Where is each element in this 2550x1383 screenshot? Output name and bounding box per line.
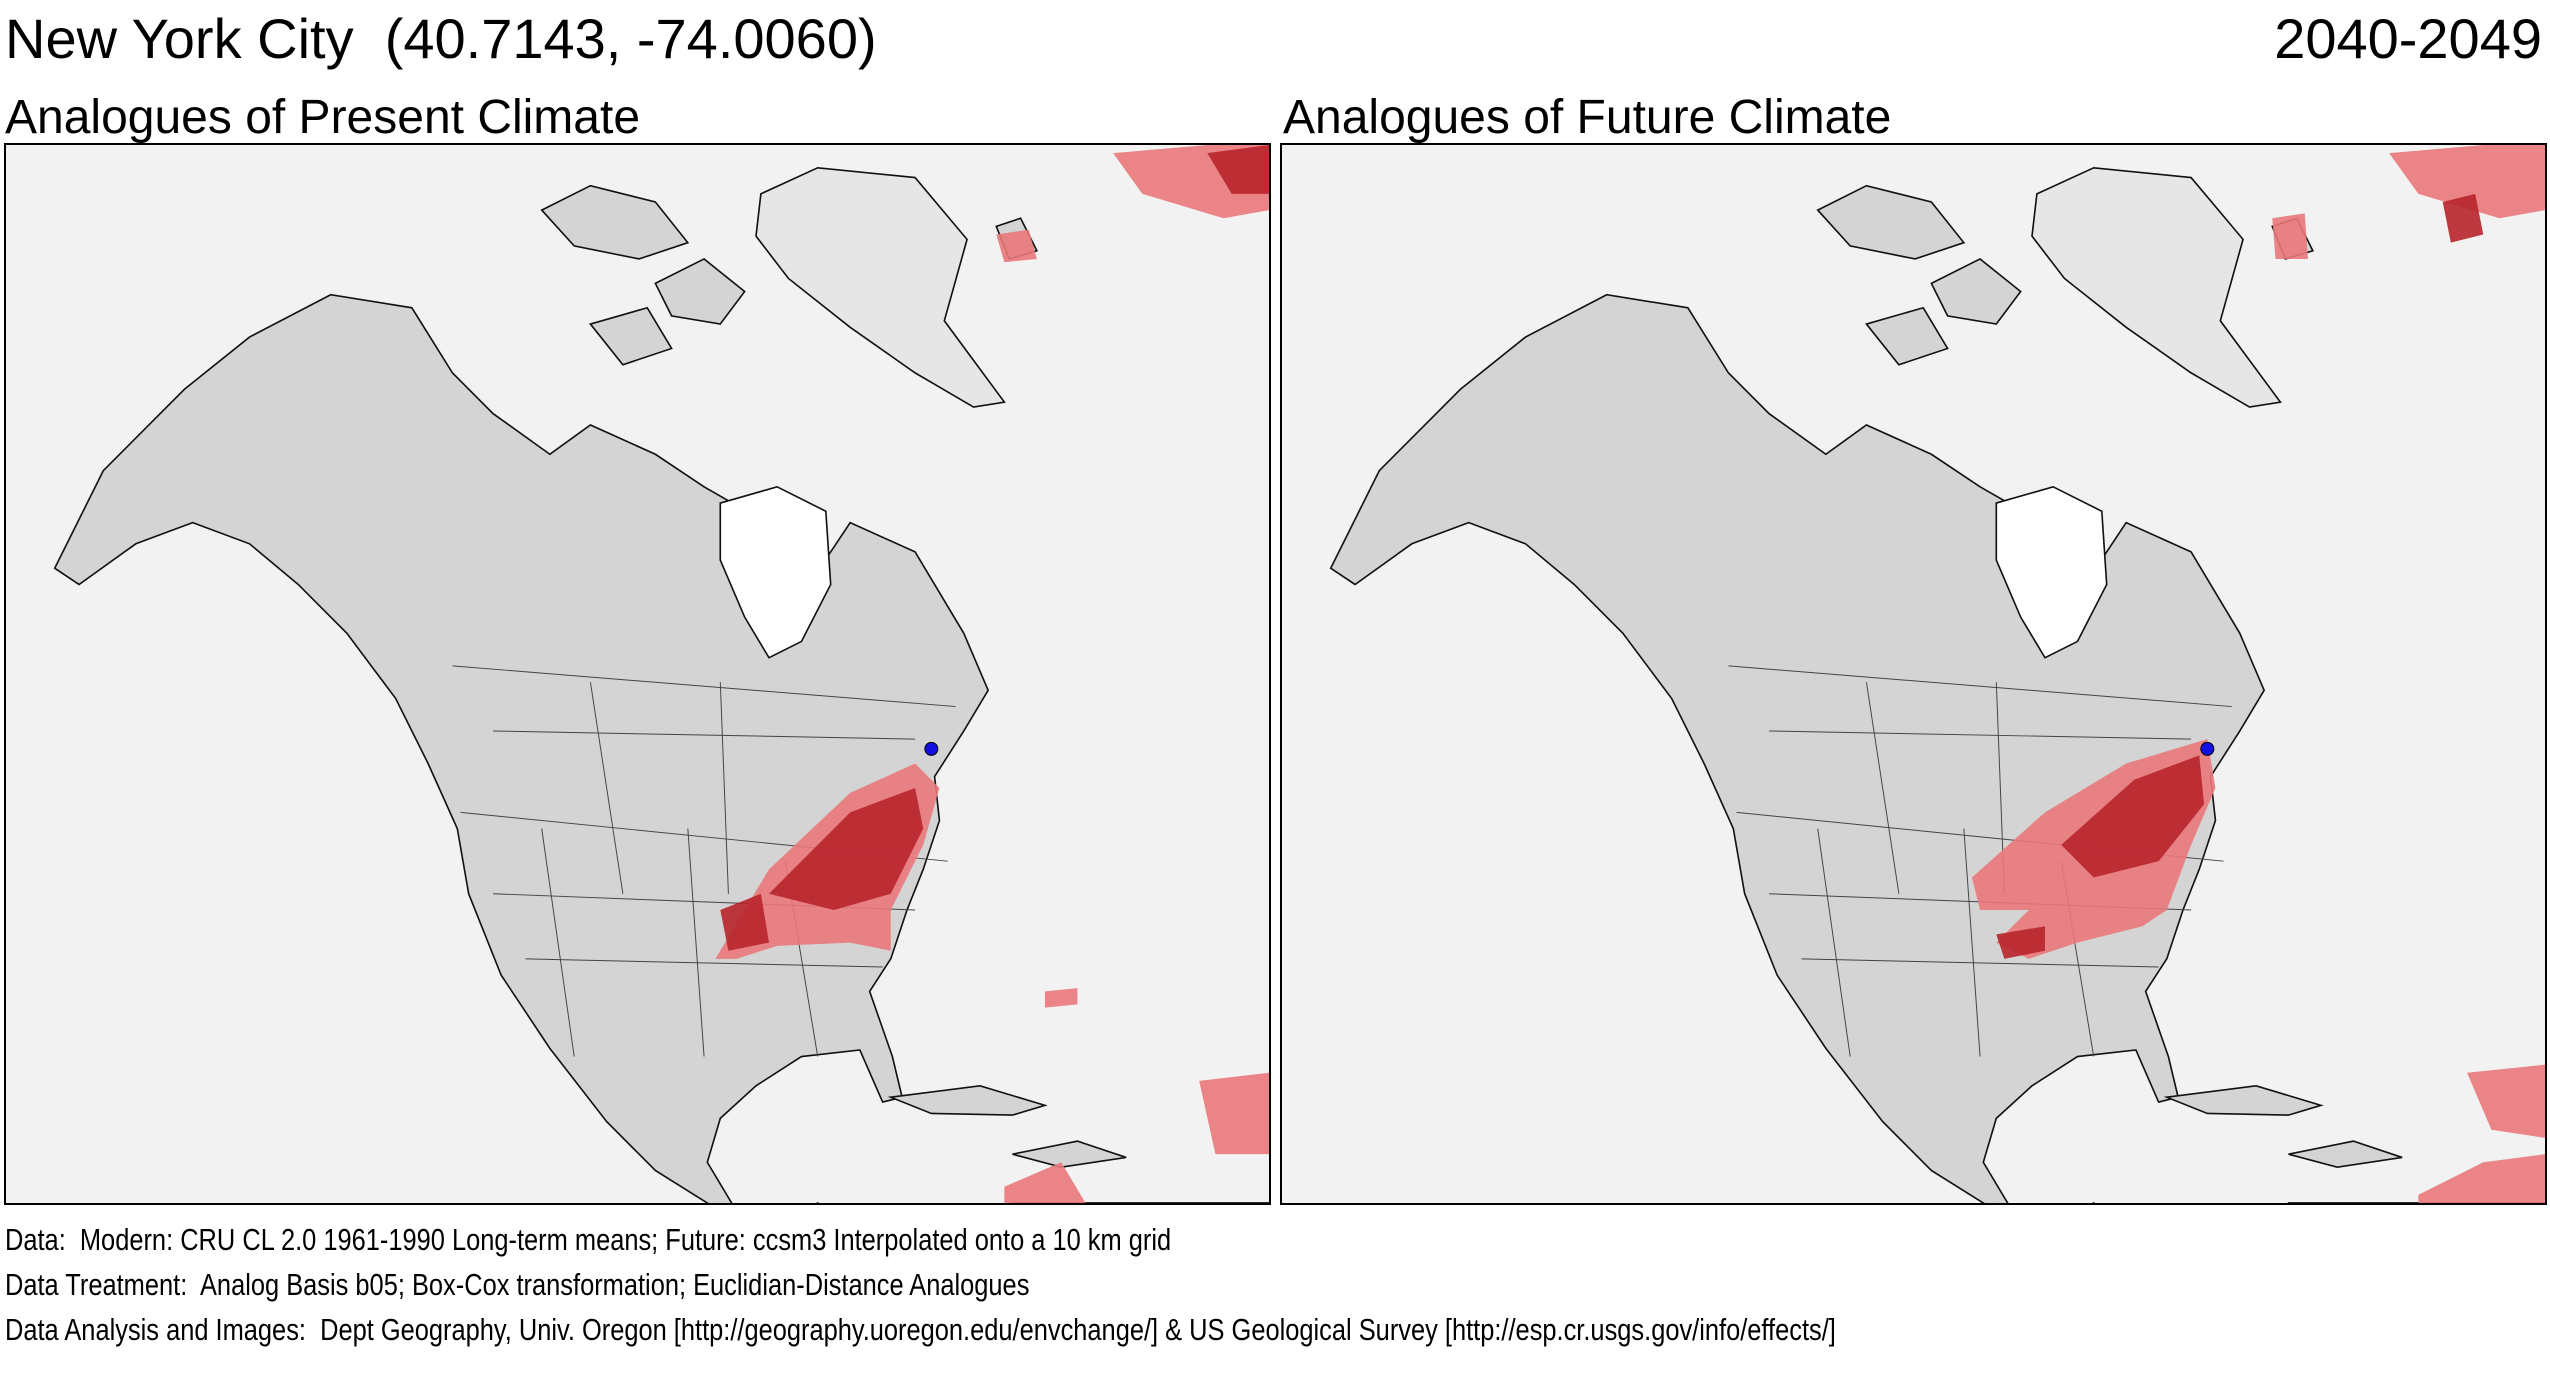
greenland-land — [2031, 166, 2282, 408]
political-border — [541, 828, 575, 1057]
greenland-land — [755, 166, 1006, 408]
analog-region-dark — [1207, 145, 1269, 194]
footer-data-source: Data: Modern: CRU CL 2.0 1961-1990 Long-… — [5, 1222, 1172, 1257]
political-border — [1817, 828, 1851, 1057]
island-land — [2163, 1084, 2324, 1116]
analog-region-dark — [720, 893, 769, 951]
analog-region-dark — [2442, 193, 2484, 243]
location-title: New York City (40.7143, -74.0060) — [5, 7, 877, 70]
location-marker — [924, 741, 939, 756]
island-land — [540, 184, 690, 260]
political-border — [589, 682, 624, 894]
future-panel-title: Analogues of Future Climate — [1283, 91, 1892, 144]
footer-data-treatment: Data Treatment: Analog Basis b05; Box-Co… — [5, 1267, 1030, 1302]
hudson-bay — [719, 485, 832, 659]
analog-region-light — [2418, 1154, 2545, 1203]
analog-region-dark — [2061, 755, 2205, 878]
analog-region-dark — [1996, 926, 2045, 959]
footer-data-analysis: Data Analysis and Images: Dept Geography… — [5, 1312, 1836, 1347]
political-border — [687, 828, 705, 1057]
future-climate-map — [1280, 143, 2547, 1205]
analog-region-light — [2272, 213, 2308, 259]
present-panel-title: Analogues of Present Climate — [5, 91, 641, 144]
hudson-bay — [1995, 485, 2108, 659]
analog-region-dark — [768, 787, 924, 911]
analog-region-light — [2467, 1064, 2545, 1138]
analog-region-light — [996, 229, 1037, 263]
island-land — [1012, 1140, 1127, 1169]
political-border — [452, 665, 956, 708]
island-land — [887, 1084, 1048, 1116]
future-map-svg — [1282, 145, 2545, 1203]
political-border — [1963, 828, 1981, 1057]
political-border — [1801, 958, 2159, 968]
island-land — [1865, 306, 1949, 366]
analog-region-light — [1044, 988, 1078, 1008]
analog-region-light — [1199, 1072, 1269, 1155]
analog-region-light — [1004, 1162, 1086, 1203]
political-border — [1769, 730, 2192, 740]
island-land — [654, 257, 746, 325]
island-land — [1930, 257, 2022, 325]
political-border — [1728, 665, 2232, 708]
analog-region-light — [2389, 145, 2545, 219]
island-land — [2288, 1140, 2403, 1169]
political-border — [493, 730, 916, 740]
present-climate-map — [4, 143, 1271, 1205]
present-map-svg — [6, 145, 1269, 1203]
political-border — [525, 958, 883, 968]
location-marker — [2200, 741, 2215, 756]
island-land — [589, 306, 673, 366]
period-title: 2040-2049 — [2274, 7, 2542, 70]
political-border — [719, 682, 729, 894]
political-border — [1865, 682, 1900, 894]
island-land — [1816, 184, 1966, 260]
